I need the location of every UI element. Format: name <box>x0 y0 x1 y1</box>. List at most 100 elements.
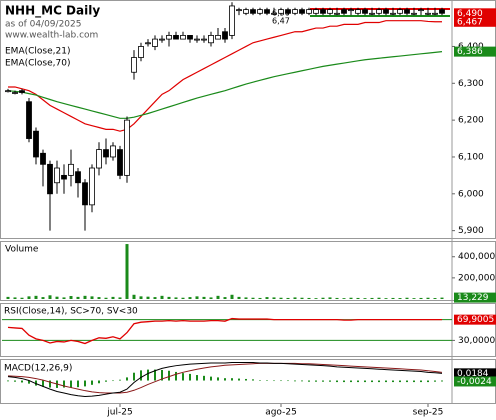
value-tag <box>454 314 496 325</box>
bar <box>419 297 423 299</box>
histogram-bar <box>147 369 149 381</box>
candle-body <box>271 12 277 15</box>
candle-body <box>40 152 46 165</box>
bar <box>209 297 213 299</box>
value-tag-label: 13,229 <box>457 293 489 303</box>
candle-body <box>355 9 361 14</box>
bar <box>286 297 290 299</box>
histogram-bar <box>84 380 86 387</box>
bar <box>76 296 80 299</box>
value-tag-label: 6,467 <box>457 17 483 27</box>
bar <box>370 297 374 299</box>
candle-body <box>96 149 102 169</box>
histogram-bar <box>140 370 142 381</box>
bar <box>398 298 402 299</box>
candle-body <box>243 9 249 14</box>
bar <box>356 297 360 299</box>
histogram-bar <box>287 380 289 382</box>
series-line <box>7 362 443 398</box>
candle-body <box>404 9 410 14</box>
candle-body <box>222 31 228 40</box>
histogram-bar <box>364 380 366 383</box>
y-tick-label: 5,900 <box>458 226 484 236</box>
bar <box>328 297 332 299</box>
bar <box>307 297 311 299</box>
candle-body <box>327 9 333 14</box>
bar <box>167 296 171 299</box>
annotation: 6,47 <box>272 17 290 26</box>
bar <box>391 297 395 299</box>
histogram-bar <box>252 379 254 381</box>
candle-body <box>12 92 18 94</box>
histogram-bar <box>126 377 128 381</box>
bar <box>174 297 178 299</box>
candle-body <box>320 9 326 14</box>
histogram-bar <box>161 369 163 381</box>
candle-body <box>159 38 165 41</box>
candle-body <box>264 9 270 14</box>
bar <box>69 296 73 299</box>
candle-body <box>89 167 95 206</box>
candle-body <box>362 9 368 14</box>
bar <box>279 297 283 299</box>
candle-body <box>369 12 375 15</box>
bar <box>20 297 24 299</box>
bar <box>426 297 430 299</box>
bar <box>237 296 241 299</box>
bar <box>13 297 17 299</box>
bar <box>90 296 94 299</box>
value-tag <box>454 368 496 379</box>
bar <box>405 297 409 299</box>
bar <box>321 297 325 299</box>
histogram-bar <box>385 380 387 383</box>
histogram-bar <box>308 380 310 382</box>
y-tick-label: 200,000 <box>458 273 495 283</box>
bar <box>314 298 318 299</box>
bar <box>118 297 122 299</box>
candle-body <box>145 42 151 45</box>
histogram-bar <box>35 380 37 386</box>
x-tick-label: ago-25 <box>265 408 297 418</box>
candle-body <box>173 35 179 40</box>
histogram-bar <box>70 380 72 388</box>
histogram-bar <box>434 380 436 382</box>
histogram-bar <box>210 376 212 381</box>
value-tag-label: 6,490 <box>457 9 483 19</box>
bar <box>216 295 220 299</box>
value-tag-label: -0,0024 <box>457 377 492 387</box>
candle-body <box>47 163 53 195</box>
y-tick-label: 6,200 <box>458 116 484 126</box>
value-tag <box>454 376 496 387</box>
candle-body <box>292 9 298 14</box>
candle-body <box>229 5 235 36</box>
histogram-bar <box>133 372 135 381</box>
candle-body <box>425 12 431 15</box>
histogram-bar <box>259 380 261 381</box>
candle-body <box>124 119 130 176</box>
candle-body <box>131 57 137 73</box>
histogram-bar <box>49 380 51 388</box>
histogram-bar <box>406 380 408 383</box>
candle-body <box>299 9 305 14</box>
bar <box>160 295 164 299</box>
candle-body <box>257 9 263 14</box>
bar <box>27 296 31 299</box>
histogram-bar <box>343 380 345 383</box>
bar <box>181 297 185 299</box>
bar <box>440 297 444 299</box>
bar <box>251 297 255 299</box>
bar <box>139 296 143 299</box>
bar <box>349 297 353 299</box>
candle-body <box>194 38 200 41</box>
bar <box>146 296 150 299</box>
bar <box>377 297 381 299</box>
candle-body <box>432 12 438 15</box>
histogram-bar <box>154 369 156 381</box>
histogram-bar <box>413 380 415 383</box>
bar <box>34 295 38 299</box>
series-line <box>8 20 442 132</box>
x-tick-label: jul-25 <box>106 408 132 418</box>
bar <box>258 297 262 299</box>
